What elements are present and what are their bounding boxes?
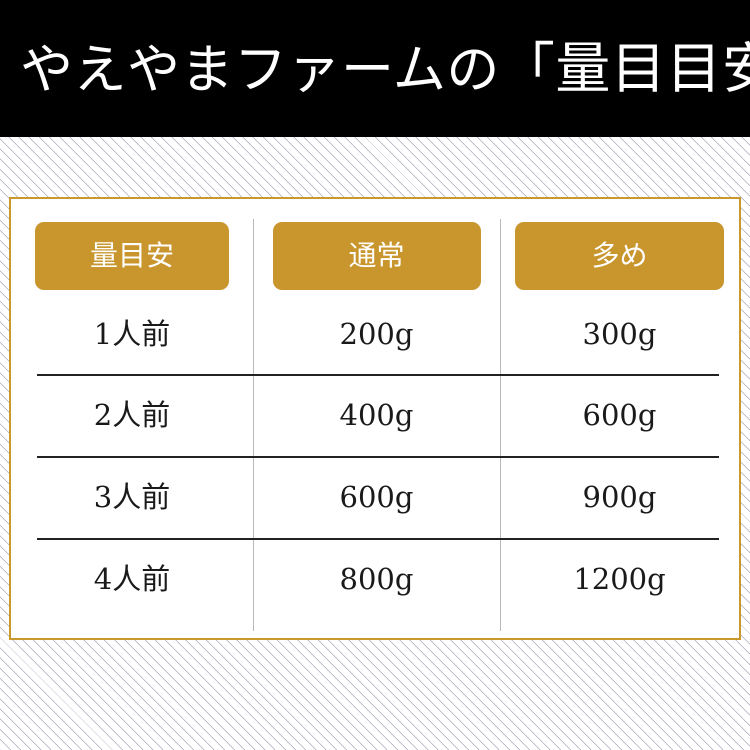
cell-servings: 4人前 [11,561,253,596]
table-header-cell-large: 多め [500,222,739,290]
cell-normal: 400g [253,397,500,432]
title-bar: やえやまファームの「量目目安」 [0,0,750,137]
cell-servings: 2人前 [11,397,253,432]
header-chip-servings: 量目安 [35,222,229,290]
weight-guide-table: 量目安 通常 多め 1人前 200g 300g [11,199,739,638]
table-row: 2人前 400g 600g [11,374,739,456]
cell-value-servings: 2人前 [93,397,171,432]
cell-large: 1200g [500,561,739,596]
weight-guide-card: 量目安 通常 多め 1人前 200g 300g [9,197,741,640]
cell-large: 300g [500,316,739,351]
cell-value-normal: 400g [339,397,414,432]
cell-normal: 200g [253,316,500,351]
table-row: 3人前 600g 900g [11,456,739,538]
cell-value-normal: 600g [339,479,414,514]
row-divider [37,538,719,540]
cell-value-large: 900g [582,479,657,514]
header-chip-normal: 通常 [272,222,481,290]
cell-large: 900g [500,479,739,514]
cell-servings: 1人前 [11,316,253,351]
column-separator-2 [500,219,501,631]
table-header-row: 量目安 通常 多め [11,220,739,292]
cell-normal: 600g [253,479,500,514]
page-title-quoted: 「量目目安」 [499,36,750,100]
row-divider [37,456,719,458]
cell-value-normal: 200g [339,316,414,351]
row-divider [37,374,719,376]
header-chip-large: 多め [515,222,724,290]
cell-value-servings: 4人前 [93,561,171,596]
page-title-brand: やえやまファームの [20,39,500,100]
cell-large: 600g [500,397,739,432]
cell-value-servings: 3人前 [93,479,171,514]
table-header-cell-servings: 量目安 [11,222,253,290]
table-row: 4人前 800g 1200g [11,538,739,620]
page-title: やえやまファームの「量目目安」 [20,41,750,97]
cell-value-normal: 800g [339,561,414,596]
column-separator-1 [253,219,254,631]
table-row: 1人前 200g 300g [11,294,739,374]
cell-servings: 3人前 [11,479,253,514]
table-header-cell-normal: 通常 [253,222,500,290]
cell-value-large: 600g [582,397,657,432]
cell-normal: 800g [253,561,500,596]
cell-value-large: 300g [582,316,657,351]
cell-value-servings: 1人前 [93,316,171,351]
cell-value-large: 1200g [573,561,666,596]
